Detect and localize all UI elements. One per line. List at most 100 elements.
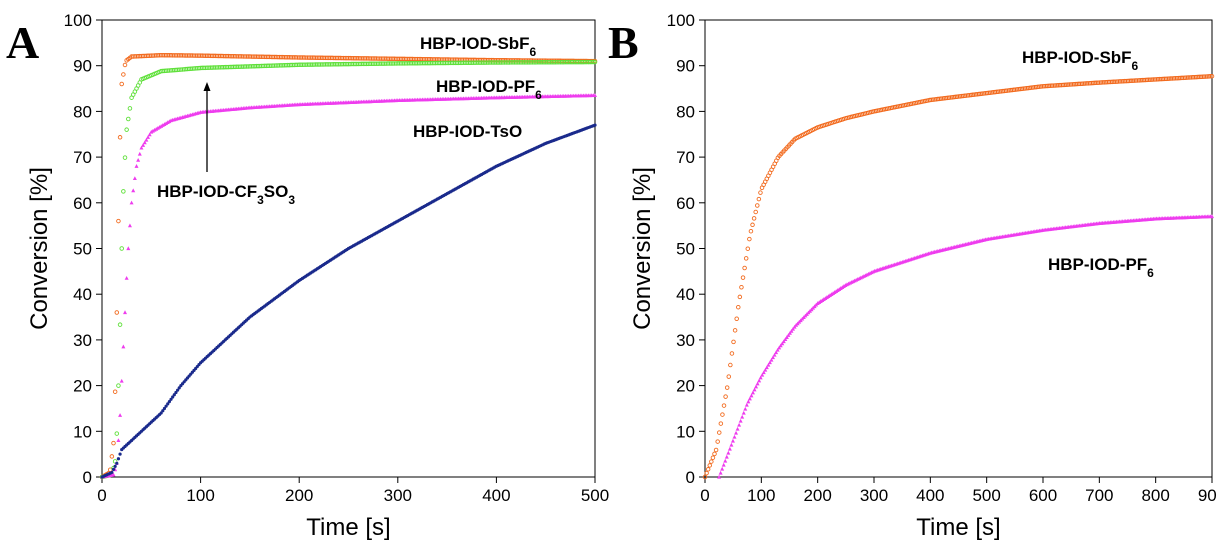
data-point	[718, 470, 723, 475]
data-point	[784, 335, 789, 339]
y-tick-label: 60	[676, 194, 695, 213]
data-point	[734, 430, 739, 435]
data-point	[736, 304, 741, 310]
y-tick-label: 20	[676, 377, 695, 396]
data-point	[740, 275, 746, 280]
data-point	[593, 123, 597, 127]
data-point	[1210, 214, 1214, 219]
data-point	[783, 337, 788, 342]
data-point	[1209, 73, 1215, 79]
data-point	[121, 72, 126, 77]
data-point	[137, 151, 142, 156]
data-point	[737, 294, 743, 300]
series-pf6_b	[717, 214, 1214, 479]
data-point	[726, 450, 731, 455]
data-point	[710, 455, 716, 460]
data-point	[738, 418, 743, 423]
data-point	[127, 223, 132, 228]
y-tick-label: 0	[686, 468, 695, 487]
data-point	[142, 140, 147, 145]
data-point	[591, 59, 596, 65]
data-point	[763, 367, 768, 372]
data-point	[824, 295, 829, 299]
data-point	[723, 394, 728, 399]
y-tick-label: 30	[73, 331, 92, 350]
data-point	[780, 341, 785, 346]
plot-frame	[704, 19, 1213, 478]
data-point	[756, 196, 762, 202]
data-point	[150, 128, 155, 133]
data-point	[755, 381, 760, 386]
y-tick-label: 50	[73, 240, 92, 259]
data-point	[758, 375, 763, 380]
series-label-pf6: HBP-IOD-PF6	[436, 77, 542, 102]
data-point	[172, 393, 176, 397]
data-point	[832, 290, 837, 294]
data-point	[157, 125, 162, 129]
data-point	[164, 404, 168, 408]
data-point	[755, 203, 760, 208]
y-tick-label: 80	[73, 102, 92, 121]
data-point	[737, 422, 742, 427]
data-point	[751, 216, 757, 221]
x-tick-label: 100	[747, 486, 775, 505]
data-point	[592, 59, 598, 65]
data-point	[750, 390, 755, 395]
data-point	[838, 286, 843, 290]
series-label-tso: HBP-IOD-TsO	[413, 122, 522, 141]
data-point	[159, 124, 164, 128]
data-point	[169, 397, 173, 401]
data-point	[841, 284, 846, 288]
data-point	[123, 310, 128, 315]
x-axis-label: Time [s]	[306, 514, 390, 541]
data-point	[726, 374, 732, 379]
panel-label-b: B	[608, 17, 639, 68]
x-tick-label: 400	[916, 486, 944, 505]
x-tick-label: 200	[803, 486, 831, 505]
x-tick-label: 300	[384, 486, 412, 505]
y-tick-label: 10	[676, 422, 695, 441]
data-point	[746, 399, 751, 404]
data-point	[165, 120, 170, 125]
x-tick-label: 700	[1085, 486, 1113, 505]
data-point	[167, 399, 171, 404]
data-point	[124, 127, 129, 132]
data-point	[159, 411, 163, 415]
data-point	[112, 389, 118, 394]
y-tick-label: 40	[676, 285, 695, 304]
data-point	[112, 459, 118, 464]
data-point	[761, 370, 766, 375]
data-point	[835, 288, 840, 292]
data-point	[754, 384, 759, 389]
data-point	[826, 294, 831, 298]
series-label-sbf6-b: HBP-IOD-SbF6	[1022, 48, 1139, 73]
y-tick-label: 80	[676, 102, 695, 121]
data-point	[743, 256, 749, 261]
data-point	[152, 127, 157, 132]
data-point	[734, 316, 739, 322]
data-point	[162, 122, 167, 126]
data-point	[166, 402, 170, 406]
data-point	[119, 246, 124, 251]
data-point	[757, 378, 762, 383]
annotation-arrow	[203, 82, 211, 172]
data-point	[815, 301, 820, 305]
data-point	[116, 438, 121, 443]
y-tick-label: 100	[667, 11, 695, 30]
data-point	[136, 157, 141, 162]
series-label-cf3so3: HBP-IOD-CF3SO3	[157, 182, 295, 207]
data-point	[146, 135, 151, 139]
data-point	[721, 403, 727, 408]
data-point	[110, 470, 114, 475]
data-point	[131, 188, 136, 193]
data-point	[778, 343, 783, 348]
data-point	[831, 291, 836, 295]
data-point	[127, 106, 133, 111]
data-point	[177, 386, 181, 390]
data-point	[162, 406, 167, 411]
x-tick-label: 100	[186, 486, 214, 505]
data-point	[742, 265, 747, 271]
y-tick-label: 40	[73, 285, 92, 304]
data-point	[840, 285, 845, 289]
data-point	[823, 296, 828, 300]
